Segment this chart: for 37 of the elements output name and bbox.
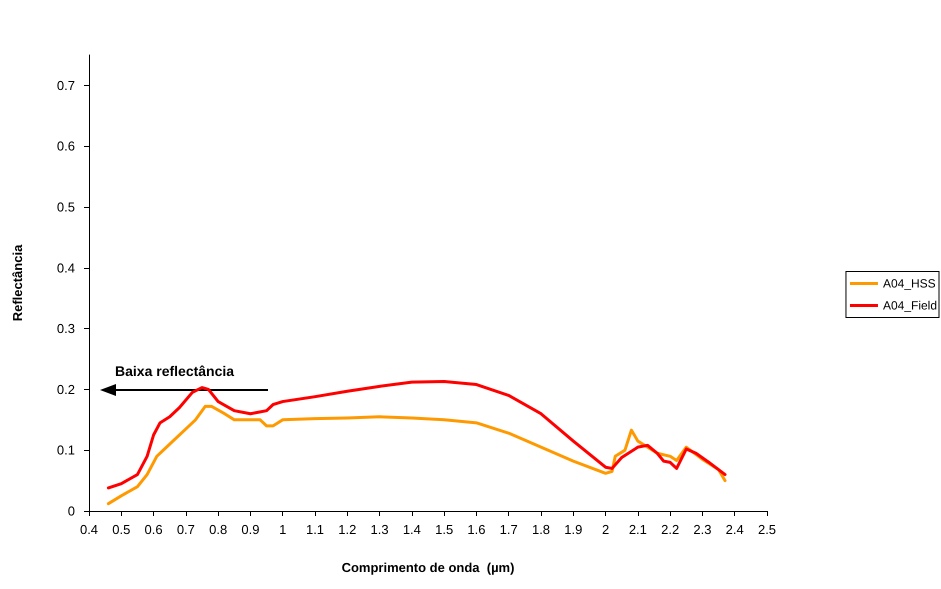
- x-tick-label: 1.5: [435, 522, 454, 537]
- x-tick-label: 1.2: [338, 522, 356, 537]
- x-tick-label: 1.9: [564, 522, 582, 537]
- annotation: Baixa reflectância: [115, 363, 234, 379]
- line-series: [106, 404, 727, 506]
- y-tick-label: 0.4: [56, 260, 75, 276]
- x-tick-label: 0.8: [209, 522, 228, 537]
- x-tick-label: 1.4: [402, 522, 421, 537]
- x-tick-label: 1.6: [467, 522, 486, 537]
- y-tick-label: 0.2: [56, 382, 75, 397]
- y-tick-label: 0.7: [56, 78, 75, 93]
- x-tick-label: 2.5: [758, 522, 776, 537]
- x-tick-label: 2: [602, 522, 610, 537]
- y-tick-label: 0: [68, 504, 75, 518]
- line-series: [106, 380, 727, 490]
- x-tick-label: 0.5: [112, 522, 130, 537]
- x-tick-label: 1: [279, 522, 286, 537]
- legend-label: A04_Field: [882, 298, 938, 312]
- x-axis-title: Comprimento de onda (µm): [342, 560, 514, 575]
- x-tick-label: 0.4: [80, 522, 98, 537]
- x-tick-label: 2.4: [726, 522, 744, 537]
- y-tick-label: 0.6: [56, 138, 75, 154]
- x-tick-label: 2.2: [661, 522, 680, 537]
- x-tick-label: 1.7: [500, 522, 518, 537]
- x-tick-label: 2.1: [628, 522, 647, 537]
- x-tick-label: 0.9: [241, 522, 260, 537]
- x-tick-label: 1.8: [532, 522, 550, 537]
- x-tick-label: 0.6: [144, 522, 163, 537]
- x-tick-label: 2.3: [693, 522, 712, 537]
- x-tick-label: 1.3: [370, 522, 389, 537]
- y-tick-label: 0.3: [56, 321, 75, 336]
- y-tick-label: 0.1: [56, 442, 75, 458]
- legend-label: A04_HSS: [882, 276, 936, 290]
- x-tick-label: 1.1: [306, 522, 324, 537]
- y-tick-label: 0.5: [56, 200, 75, 214]
- y-axis-title: Reflectância: [10, 244, 25, 322]
- x-tick-label: 0.7: [176, 522, 195, 537]
